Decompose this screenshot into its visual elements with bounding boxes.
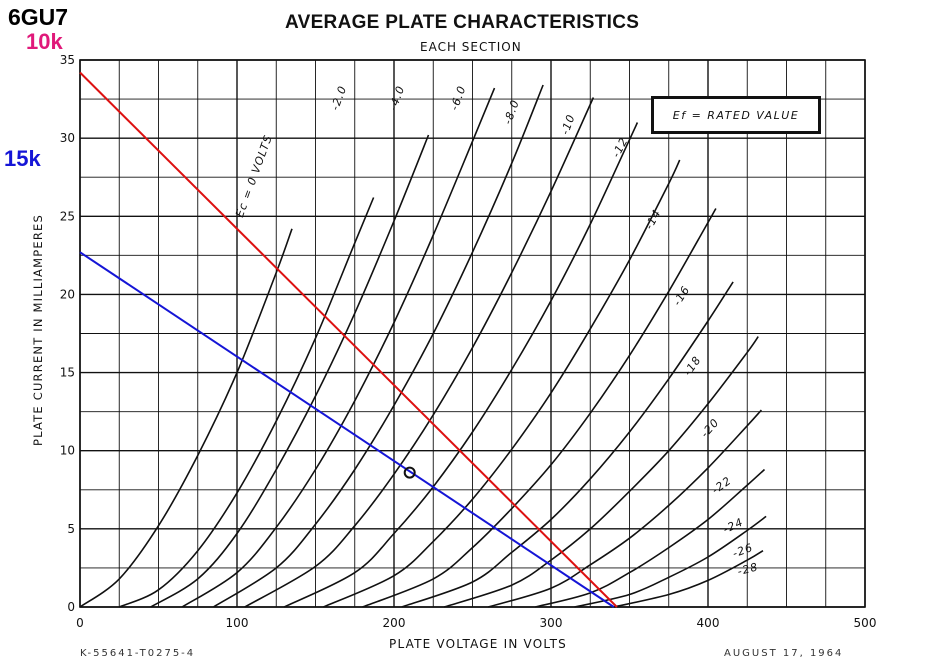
load-line-15k — [79, 251, 615, 608]
curve-labels: Ec = 0 VOLTS-2.0 -4.0 -6.0 -8.0 -10-12-14-16… — [233, 84, 760, 578]
curve-label: -6.0 — [448, 84, 469, 112]
curve-label: -14 — [642, 207, 663, 232]
y-tick-label: 10 — [60, 444, 75, 458]
y-tick-label: 5 — [67, 522, 75, 536]
curve-label: -20 — [698, 416, 722, 440]
curve-8.0 — [213, 84, 544, 608]
curve-14 — [323, 159, 681, 608]
curve-22 — [487, 409, 762, 608]
curve-label: -10 — [558, 112, 577, 136]
curve-20 — [443, 336, 759, 608]
characteristic-curves — [79, 84, 767, 608]
chart-title: AVERAGE PLATE CHARACTERISTICS — [285, 12, 640, 33]
y-tick-label: 30 — [60, 131, 75, 145]
curve-label: -24 — [721, 515, 745, 536]
curve-10 — [244, 97, 595, 608]
curve-24 — [535, 468, 766, 608]
x-tick-label: 500 — [854, 616, 877, 630]
curve-label: -28 — [736, 560, 760, 578]
curve-label: -16 — [670, 283, 692, 308]
operating-point-marker — [403, 466, 416, 479]
curve-label: -8.0 — [501, 98, 522, 126]
y-tick-label: 0 — [67, 600, 75, 614]
curve-12 — [283, 122, 639, 608]
x-tick-label: 400 — [697, 616, 720, 630]
x-tick-label: 300 — [540, 616, 563, 630]
curve-26 — [574, 515, 767, 608]
y-tick-label: 20 — [60, 287, 75, 301]
heater-condition-box: Ef = RATED VALUE — [651, 96, 821, 134]
footer-drawing-number: K-55641-T0275-4 — [80, 648, 196, 659]
x-axis-label: PLATE VOLTAGE IN VOLTS — [389, 637, 567, 651]
heater-condition-text: Ef = RATED VALUE — [672, 109, 800, 122]
axis-ticks: 0 100 200 300 400 500 0 5 10 15 20 25 30 35 — [60, 53, 877, 630]
curve-2.0 — [118, 197, 375, 608]
curve-ec0volts — [79, 228, 293, 608]
curve-28 — [613, 550, 764, 608]
load-lines — [79, 71, 618, 608]
y-tick-label: 35 — [60, 53, 75, 67]
curve-16 — [362, 208, 717, 608]
x-tick-label: 200 — [383, 616, 406, 630]
curve-label: -22 — [709, 474, 734, 497]
y-tick-label: 25 — [60, 209, 75, 223]
curve-18 — [401, 281, 734, 608]
tube-type-label: 6GU7 — [8, 4, 69, 30]
curve-6.0 — [181, 87, 496, 608]
y-tick-label: 15 — [60, 366, 75, 380]
load-15k-label: 15k — [4, 146, 41, 171]
plot-frame — [79, 59, 866, 608]
curve-4.0 — [150, 134, 430, 608]
x-tick-label: 0 — [76, 616, 84, 630]
curve-label: -4.0 — [387, 84, 408, 112]
y-axis-label: PLATE CURRENT IN MILLIAMPERES — [31, 214, 45, 446]
load-10k-label: 10k — [26, 29, 63, 54]
chart-subtitle: EACH SECTION — [420, 40, 522, 54]
x-tick-label: 100 — [226, 616, 249, 630]
curve-label: -2.0 — [328, 84, 349, 112]
axis-titles: PLATE VOLTAGE IN VOLTS PLATE CURRENT IN … — [31, 214, 567, 651]
curve-label: Ec = 0 VOLTS — [233, 133, 275, 219]
footer-date: AUGUST 17, 1964 — [724, 648, 844, 659]
load-line-10k — [79, 71, 618, 608]
